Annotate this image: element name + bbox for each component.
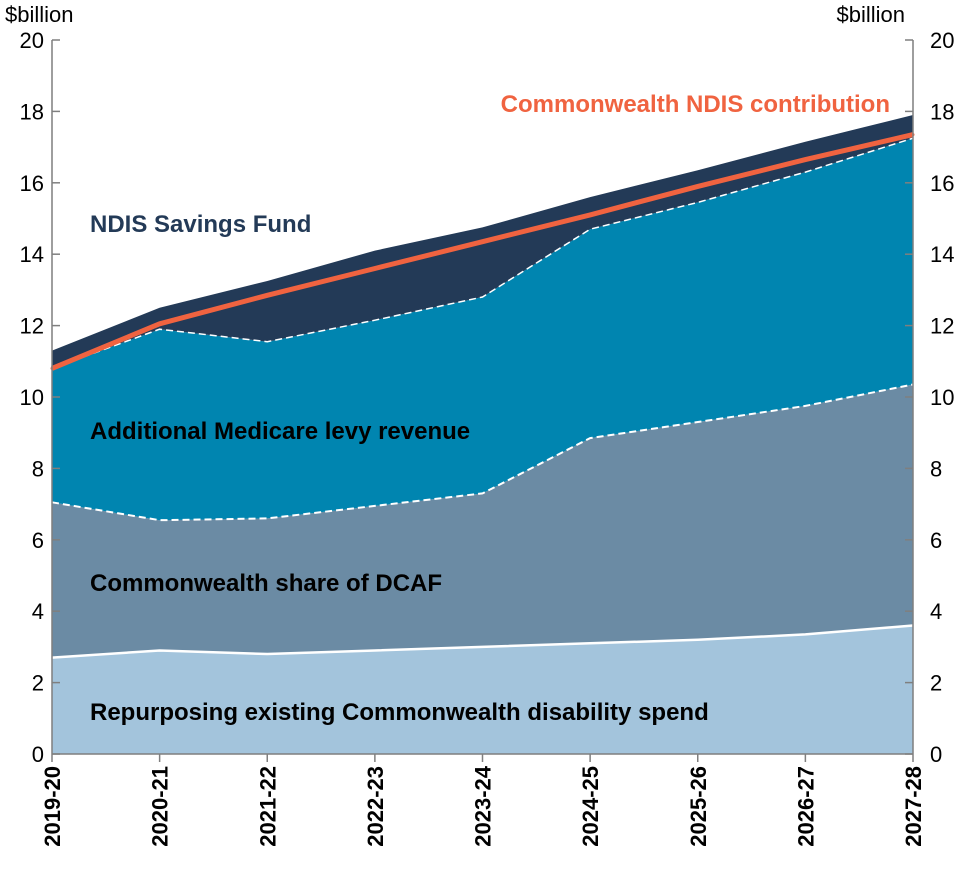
left-tick-label: 12 — [20, 314, 44, 339]
x-tick-label: 2027-28 — [901, 766, 926, 847]
left-tick-label: 14 — [20, 242, 44, 267]
right-tick-label: 16 — [930, 171, 954, 196]
contribution-point — [265, 293, 269, 297]
contribution-point — [803, 158, 807, 162]
label-additional-medicare-levy-revenue: Additional Medicare levy revenue — [90, 418, 470, 445]
boundary-disability-spend — [51, 624, 914, 659]
right-tick-label: 6 — [930, 528, 942, 553]
contribution-point — [588, 213, 592, 217]
label-repurposing-existing-disability-spend: Repurposing existing Commonwealth disabi… — [90, 699, 709, 726]
left-tick-label: 10 — [20, 385, 44, 410]
left-tick-label: 2 — [32, 671, 44, 696]
left-tick-label: 0 — [32, 742, 44, 767]
axes: 0 0 2 2 4 4 6 6 8 8 10 10 12 12 14 14 16 16 18 18 20 20 2019-2… — [20, 28, 955, 847]
contribution-point — [696, 184, 700, 188]
right-tick-label: 8 — [930, 456, 942, 481]
left-tick-label: 6 — [32, 528, 44, 553]
label-ndis-savings-fund: NDIS Savings Fund — [90, 211, 311, 238]
right-tick-label: 14 — [930, 242, 954, 267]
x-tick-label: 2019-20 — [40, 766, 65, 847]
x-tick-label: 2024-25 — [578, 766, 603, 847]
left-tick-label: 4 — [32, 599, 44, 624]
right-tick-label: 2 — [930, 671, 942, 696]
left-tick-label: 8 — [32, 456, 44, 481]
area-repurposing-existing-commonwealth-disability-spend — [52, 625, 913, 754]
right-tick-label: 20 — [930, 28, 954, 53]
right-axis-unit: $billion — [837, 2, 906, 27]
left-tick-label: 16 — [20, 171, 44, 196]
contribution-point — [158, 322, 162, 326]
right-tick-label: 0 — [930, 742, 942, 767]
x-tick-label: 2026-27 — [793, 766, 818, 847]
x-tick-label: 2020-21 — [148, 766, 173, 847]
area-additional-medicare-levy-revenue — [52, 138, 913, 521]
contribution-point — [481, 240, 484, 244]
boundary-medicare-levy — [51, 137, 914, 370]
label-commonwealth-ndis-contribution: Commonwealth NDIS contribution — [501, 91, 890, 118]
left-axis-unit: $billion — [5, 2, 74, 27]
area-commonwealth-share-of-dcaf — [52, 384, 913, 658]
x-tick-label: 2025-26 — [686, 766, 711, 847]
right-tick-label: 12 — [930, 314, 954, 339]
boundary-dcaf — [51, 383, 914, 522]
right-tick-label: 4 — [930, 599, 942, 624]
left-tick-label: 20 — [20, 28, 44, 53]
label-commonwealth-share-of-dcaf: Commonwealth share of DCAF — [90, 570, 442, 597]
x-tick-label: 2021-22 — [255, 766, 280, 847]
contribution-point — [373, 267, 377, 270]
left-tick-label: 18 — [20, 99, 44, 124]
series-boundaries — [51, 137, 914, 659]
x-tick-label: 2023-24 — [471, 765, 496, 847]
right-tick-label: 18 — [930, 99, 954, 124]
right-tick-label: 10 — [930, 385, 954, 410]
x-tick-label: 2022-23 — [363, 766, 388, 847]
series-labels: NDIS Savings Fund Additional Medicare lev… — [90, 91, 890, 726]
